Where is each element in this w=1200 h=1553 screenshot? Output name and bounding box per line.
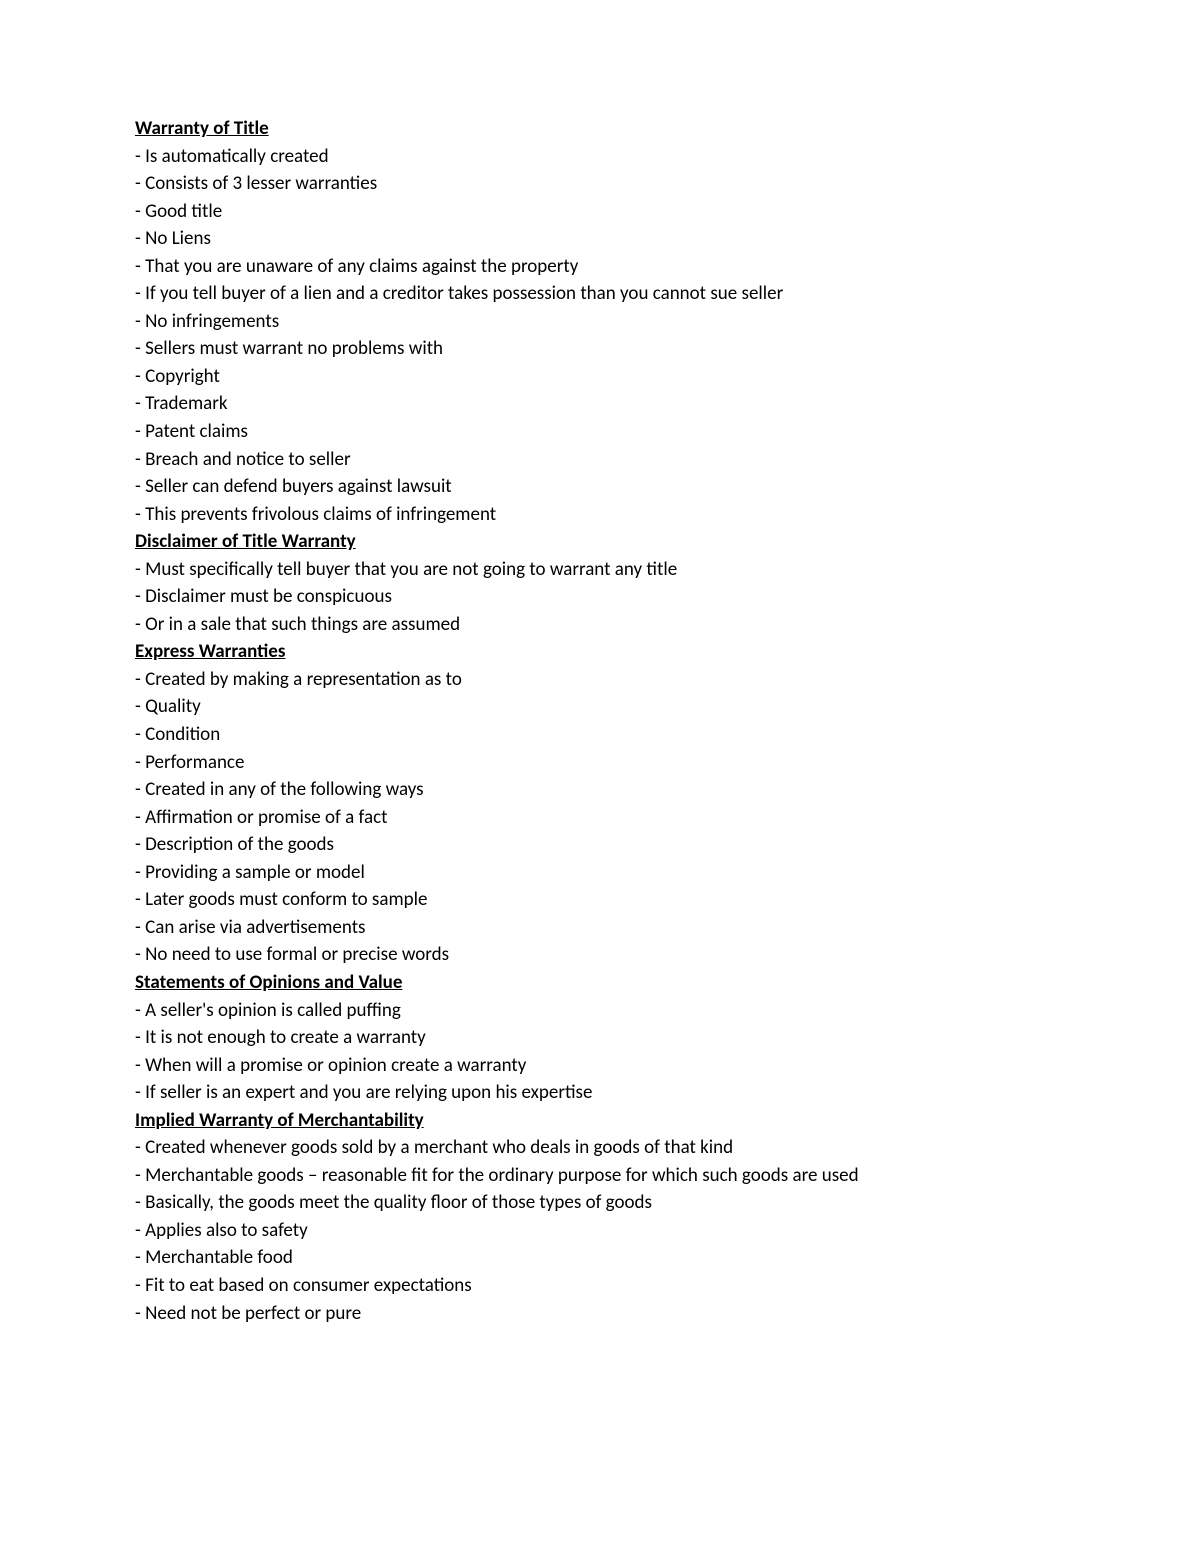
list-item: - It is not enough to create a warranty xyxy=(135,1024,1080,1052)
list-item: - Affirmation or promise of a fact xyxy=(135,804,1080,832)
list-item: - Patent claims xyxy=(135,418,1080,446)
list-item: - This prevents frivolous claims of infr… xyxy=(135,501,1080,529)
heading-statements-opinions-value: Statements of Opinions and Value xyxy=(135,969,1080,997)
list-item: - Good title xyxy=(135,198,1080,226)
list-item: - Quality xyxy=(135,693,1080,721)
list-item: - Created by making a representation as … xyxy=(135,666,1080,694)
list-item: - Fit to eat based on consumer expectati… xyxy=(135,1272,1080,1300)
list-item: - No need to use formal or precise words xyxy=(135,941,1080,969)
document-page: Warranty of Title - Is automatically cre… xyxy=(0,0,1200,1407)
list-item: - Basically, the goods meet the quality … xyxy=(135,1189,1080,1217)
list-item: - No infringements xyxy=(135,308,1080,336)
list-item: - Providing a sample or model xyxy=(135,859,1080,887)
heading-implied-warranty-merchantability: Implied Warranty of Merchantability xyxy=(135,1107,1080,1135)
list-item: - Seller can defend buyers against lawsu… xyxy=(135,473,1080,501)
heading-warranty-of-title: Warranty of Title xyxy=(135,115,1080,143)
list-item: - Created in any of the following ways xyxy=(135,776,1080,804)
list-item: - Can arise via advertisements xyxy=(135,914,1080,942)
list-item: - When will a promise or opinion create … xyxy=(135,1052,1080,1080)
list-item: - A seller's opinion is called puffing xyxy=(135,997,1080,1025)
list-item: - Merchantable food xyxy=(135,1244,1080,1272)
list-item: - Must specifically tell buyer that you … xyxy=(135,556,1080,584)
list-item: - Consists of 3 lesser warranties xyxy=(135,170,1080,198)
list-item: - Description of the goods xyxy=(135,831,1080,859)
list-item: - Trademark xyxy=(135,390,1080,418)
list-item: - Or in a sale that such things are assu… xyxy=(135,611,1080,639)
list-item: - That you are unaware of any claims aga… xyxy=(135,253,1080,281)
list-item: - If seller is an expert and you are rel… xyxy=(135,1079,1080,1107)
list-item: - Applies also to safety xyxy=(135,1217,1080,1245)
list-item: - Sellers must warrant no problems with xyxy=(135,335,1080,363)
list-item: - Performance xyxy=(135,749,1080,777)
list-item: - No Liens xyxy=(135,225,1080,253)
list-item: - Created whenever goods sold by a merch… xyxy=(135,1134,1080,1162)
list-item: - Is automatically created xyxy=(135,143,1080,171)
list-item: - Need not be perfect or pure xyxy=(135,1300,1080,1328)
list-item: - Merchantable goods – reasonable fit fo… xyxy=(135,1162,1080,1190)
heading-disclaimer-title-warranty: Disclaimer of Title Warranty xyxy=(135,528,1080,556)
list-item: - Disclaimer must be conspicuous xyxy=(135,583,1080,611)
list-item: - If you tell buyer of a lien and a cred… xyxy=(135,280,1080,308)
list-item: - Later goods must conform to sample xyxy=(135,886,1080,914)
list-item: - Copyright xyxy=(135,363,1080,391)
list-item: - Condition xyxy=(135,721,1080,749)
list-item: - Breach and notice to seller xyxy=(135,446,1080,474)
heading-express-warranties: Express Warranties xyxy=(135,638,1080,666)
